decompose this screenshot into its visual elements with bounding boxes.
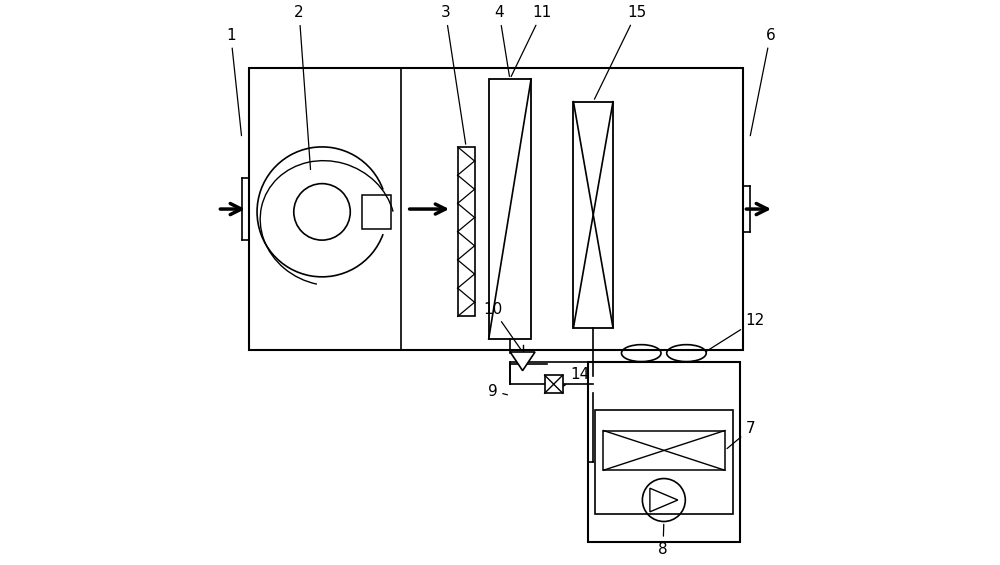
Bar — [595, 410, 733, 514]
Bar — [573, 102, 613, 328]
Text: 8: 8 — [658, 524, 668, 557]
Bar — [603, 431, 725, 470]
Bar — [489, 79, 531, 339]
Text: 7: 7 — [727, 421, 755, 449]
Bar — [249, 68, 743, 350]
Text: 2: 2 — [294, 5, 311, 170]
Text: 12: 12 — [706, 313, 765, 351]
Bar — [545, 375, 563, 393]
Text: 4: 4 — [494, 5, 509, 76]
Text: 6: 6 — [750, 28, 775, 136]
Bar — [458, 147, 475, 316]
Text: 15: 15 — [594, 5, 646, 99]
Bar — [362, 195, 391, 229]
Text: 10: 10 — [483, 302, 521, 350]
Text: 9: 9 — [488, 384, 507, 398]
Text: 14: 14 — [556, 367, 590, 392]
Text: 11: 11 — [511, 5, 552, 77]
Polygon shape — [510, 352, 535, 371]
Text: 1: 1 — [226, 28, 242, 136]
Bar — [588, 362, 740, 542]
Text: 3: 3 — [441, 5, 466, 144]
